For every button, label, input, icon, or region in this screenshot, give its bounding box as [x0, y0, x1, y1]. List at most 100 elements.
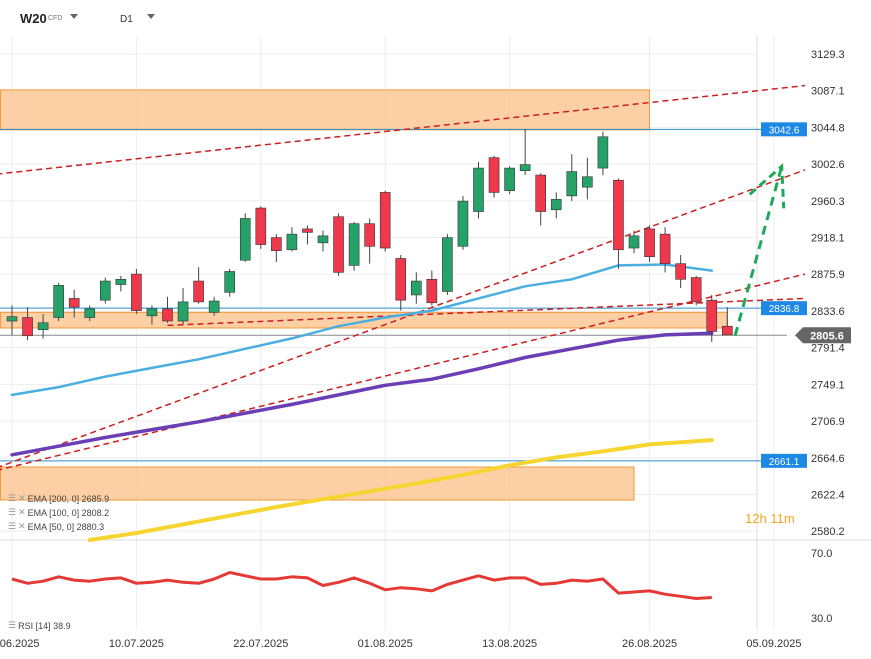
rsi-line — [11, 571, 712, 600]
candle[interactable] — [68, 289, 80, 318]
rsi-panel: 70.0 30.0 — [11, 548, 832, 625]
candle[interactable] — [84, 305, 96, 322]
candle[interactable] — [628, 230, 640, 254]
candle[interactable] — [333, 213, 344, 276]
candle[interactable] — [457, 195, 469, 250]
candle[interactable] — [302, 225, 313, 245]
candle[interactable] — [582, 157, 593, 200]
close-icon[interactable]: ✕ — [18, 521, 26, 531]
candle-body — [255, 207, 267, 245]
candle[interactable] — [286, 227, 298, 252]
candle-body — [162, 308, 173, 322]
candle-body — [566, 171, 578, 197]
close-icon[interactable]: ✕ — [18, 507, 26, 517]
candle[interactable] — [488, 155, 500, 198]
candle[interactable] — [317, 230, 329, 252]
legend-ema50[interactable]: ☰ ✕ EMA [50, 0] 2880.3 — [8, 521, 104, 532]
settings-icon[interactable]: ☰ — [8, 507, 17, 517]
candle-body — [659, 233, 671, 264]
candle-body — [302, 228, 313, 233]
candle[interactable] — [706, 294, 718, 342]
settings-icon[interactable]: ☰ — [8, 493, 17, 503]
price-tick-label: 2622.4 — [811, 489, 845, 501]
trend-line — [167, 297, 806, 327]
candle-body — [208, 300, 220, 313]
symbol-dropdown-icon[interactable] — [70, 14, 78, 19]
candle-body — [131, 273, 142, 311]
candle[interactable] — [379, 190, 391, 252]
candle[interactable] — [348, 221, 360, 271]
candle[interactable] — [395, 254, 407, 311]
candle[interactable] — [146, 305, 158, 325]
price-tick-label: 2580.2 — [811, 526, 845, 538]
candle[interactable] — [22, 307, 33, 341]
price-tick-label: 2706.9 — [811, 416, 845, 428]
candle[interactable] — [115, 275, 127, 292]
time-tick-label: 10.07.2025 — [109, 638, 164, 650]
candle[interactable] — [53, 282, 64, 322]
settings-icon[interactable]: ☰ — [8, 521, 17, 531]
candle-body — [644, 228, 655, 258]
candle[interactable] — [442, 234, 453, 295]
candle[interactable] — [519, 128, 531, 176]
candle-body — [286, 233, 298, 251]
candle[interactable] — [410, 272, 422, 304]
candle[interactable] — [597, 131, 609, 176]
candle[interactable] — [208, 296, 220, 316]
candle[interactable] — [721, 307, 733, 336]
candle[interactable] — [239, 213, 251, 262]
candle[interactable] — [271, 234, 282, 262]
candle[interactable] — [473, 162, 484, 219]
level-price-label: 3042.6 — [769, 125, 800, 136]
candle[interactable] — [177, 288, 189, 325]
legend-ema100[interactable]: ☰ ✕ EMA [100, 0] 2808.2 — [8, 507, 109, 518]
price-tick-label: 2833.6 — [811, 306, 845, 318]
time-tick-label: 05.09.2025 — [746, 638, 801, 650]
price-axis: 3129.3 3087.1 3044.8 3002.6 2960.3 2918.1 2875… — [811, 49, 845, 538]
price-tick-label: 2960.3 — [811, 196, 845, 208]
arrow-head — [748, 163, 786, 209]
candle-body — [364, 223, 375, 247]
timer-minutes: 11 — [770, 511, 784, 526]
candle-body — [271, 237, 282, 251]
candle[interactable] — [162, 296, 173, 323]
timeframe-selector[interactable]: D1 — [120, 14, 133, 25]
candle[interactable] — [675, 254, 686, 288]
timeframe-dropdown-icon[interactable] — [147, 14, 155, 19]
candle-body — [53, 285, 64, 318]
close-icon[interactable]: ✕ — [18, 493, 26, 503]
candle-body — [239, 218, 251, 261]
candle-body — [37, 322, 49, 331]
legend-rsi[interactable]: ☰ RSI [14] 38.9 — [8, 620, 71, 631]
price-tick-label: 2875.9 — [811, 269, 845, 281]
candle[interactable] — [37, 314, 49, 339]
candle-body — [675, 263, 686, 280]
legend-ema200[interactable]: ☰ ✕ EMA [200, 0] 2685.9 — [8, 493, 109, 504]
candle[interactable] — [690, 275, 702, 306]
candle[interactable] — [100, 277, 111, 304]
candle-body — [100, 280, 111, 301]
candle[interactable] — [659, 227, 671, 273]
price-zone — [0, 466, 635, 501]
candle-body — [115, 279, 127, 285]
candle[interactable] — [566, 154, 578, 202]
candle[interactable] — [426, 270, 438, 306]
candle[interactable] — [131, 268, 142, 315]
candle[interactable] — [193, 267, 204, 304]
candle[interactable] — [644, 225, 655, 262]
candle[interactable] — [504, 166, 515, 195]
candle[interactable] — [613, 178, 624, 269]
candle-body — [317, 235, 329, 244]
candle[interactable] — [550, 192, 562, 219]
settings-icon[interactable]: ☰ — [8, 620, 17, 630]
symbol-name[interactable]: W20 — [20, 11, 47, 26]
candle[interactable] — [224, 268, 235, 297]
candle-body — [535, 174, 547, 212]
candle[interactable] — [255, 206, 267, 249]
candle-body — [84, 308, 96, 318]
candle[interactable] — [364, 218, 375, 264]
candle[interactable] — [535, 173, 547, 226]
price-tick-label: 2749.1 — [811, 379, 845, 391]
candle[interactable] — [6, 305, 18, 335]
